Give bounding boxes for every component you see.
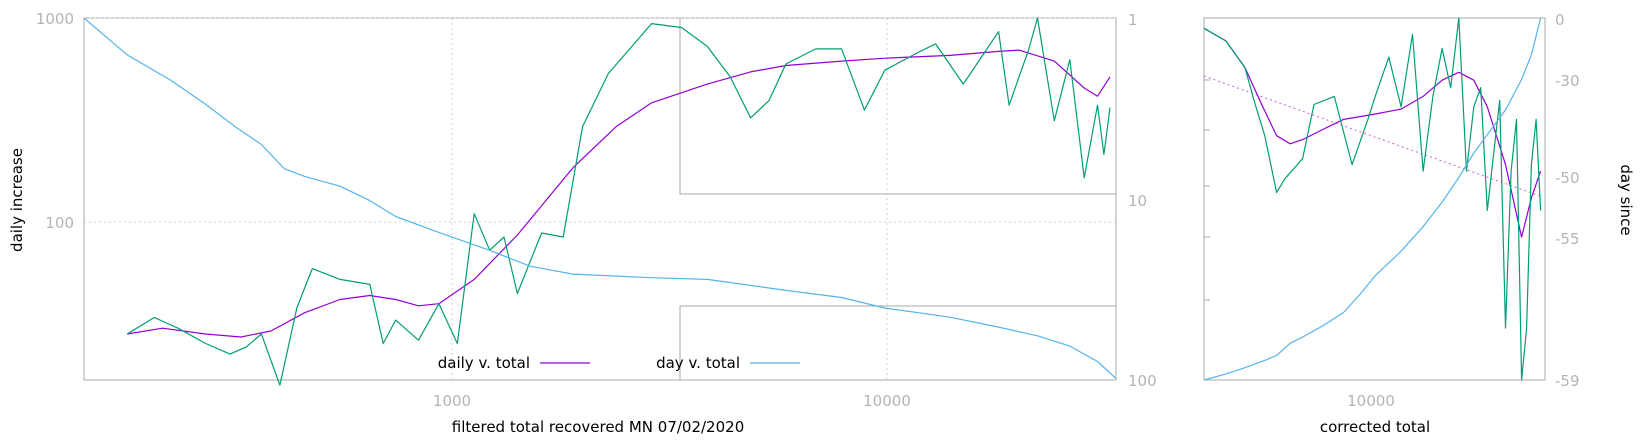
y2-axis-label: day since (1617, 164, 1635, 235)
series-line-2 (83, 17, 1117, 379)
corrected-series-line-1 (1203, 17, 1542, 381)
y-tick-label: 1000 (36, 10, 74, 28)
y2-tick-label: -55 (1555, 230, 1580, 248)
legend: daily v. total day v. total (438, 354, 800, 372)
inset-box-lower (679, 305, 1116, 380)
x-tick-label: 10000 (863, 392, 911, 410)
y2-tick-label: 10 (1128, 192, 1147, 210)
x-axis-label: corrected total (1320, 418, 1430, 436)
series-line-1 (126, 17, 1111, 386)
corrected-series-line-2 (1203, 17, 1542, 381)
x-axis-label: filtered total recovered MN 07/02/2020 (452, 418, 745, 436)
corrected-plot-frame (1203, 17, 1546, 381)
y2-tick-label: -30 (1555, 72, 1580, 90)
inset-box-upper (679, 18, 1116, 195)
series-line-0 (127, 49, 1111, 338)
corrected-series-line-0 (1203, 27, 1542, 238)
legend-label-daily: daily v. total (438, 354, 530, 372)
corrected-series-group (1203, 17, 1542, 381)
y2-tick-label: 0 (1555, 11, 1565, 29)
y2-tick-label: -50 (1555, 169, 1580, 187)
main-plot-frame (83, 17, 1117, 381)
y2-tick-label: -59 (1555, 372, 1580, 390)
x-tick-label: 1000 (433, 392, 471, 410)
y-tick-label: 100 (45, 214, 74, 232)
corrected-chart-panel: 0 -30 -50 -55 -59 10000 corrected total … (1203, 11, 1635, 436)
y-axis-label: daily increase (8, 148, 26, 252)
legend-label-day: day v. total (656, 354, 740, 372)
main-chart-panel: 1000 100 1 10 100 1000 10000 filtered to… (8, 10, 1157, 436)
trend-dotted-line (1203, 75, 1541, 197)
x-tick-label: 10000 (1347, 392, 1395, 410)
y2-tick-label: 100 (1128, 372, 1157, 390)
main-series-group (83, 17, 1117, 386)
y2-tick-label: 1 (1128, 11, 1138, 29)
